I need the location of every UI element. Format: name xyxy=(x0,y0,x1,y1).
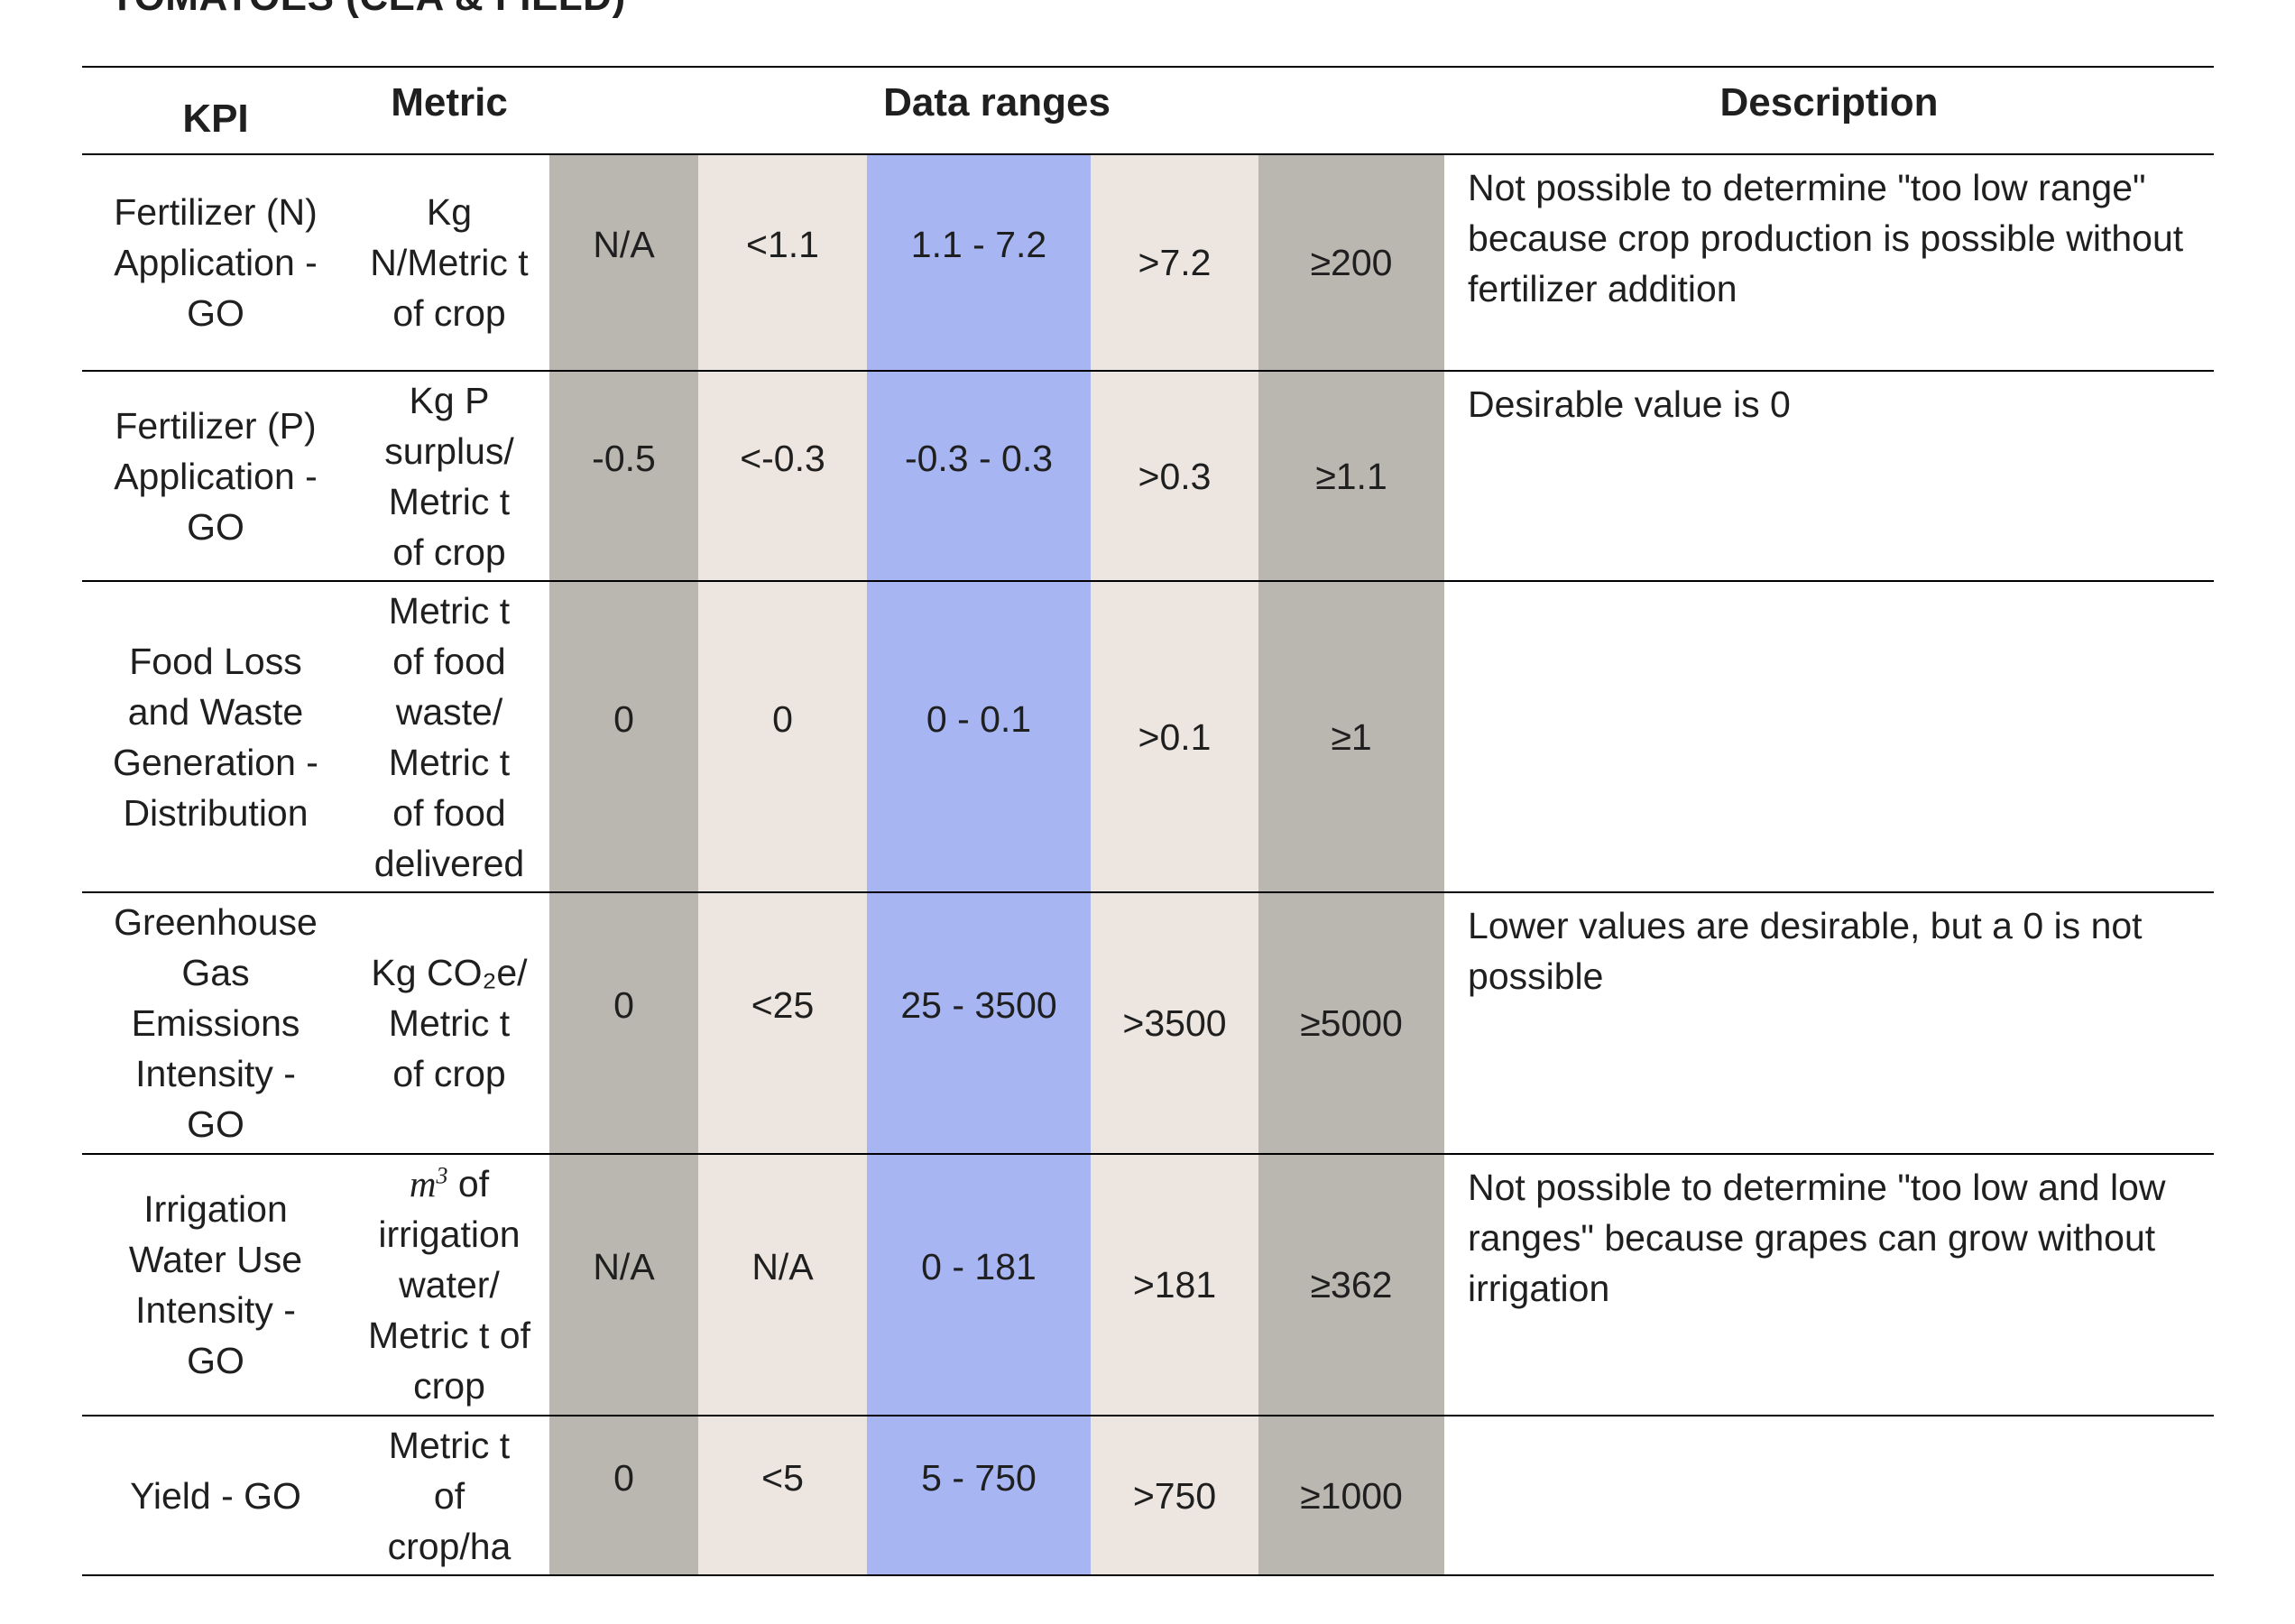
range-target: 5 - 750 xyxy=(867,1416,1091,1575)
kpi-table: KPI Metric Data ranges Description Ferti… xyxy=(82,66,2215,1576)
range-too-high: ≥200 xyxy=(1258,154,1445,371)
header-row: KPI Metric Data ranges Description xyxy=(82,67,2215,154)
range-target: 25 - 3500 xyxy=(867,892,1091,1154)
metric-cell: Kg P surplus/ Metric t of crop xyxy=(384,379,514,573)
range-too-low: -0.5 xyxy=(549,371,698,581)
metric-header: Metric xyxy=(391,80,508,125)
metric-cell: Metric t of food waste/ Metric t of food… xyxy=(373,589,525,884)
range-low: <5 xyxy=(698,1416,867,1575)
page-title: TOMATOES (CEA & FIELD) xyxy=(110,0,626,20)
data-ranges-header: Data ranges xyxy=(883,80,1111,125)
description-cell: Lower values are desirable, but a 0 is n… xyxy=(1468,905,2143,997)
range-too-high: ≥5000 xyxy=(1258,892,1445,1154)
metric-cell: m3 of irrigation water/ Metric t of crop xyxy=(349,1154,549,1416)
kpi-cell: Fertilizer (P) Application - GO xyxy=(114,404,318,548)
kpi-cell: Irrigation Water Use Intensity - GO xyxy=(128,1188,303,1381)
metric-unit-m: m xyxy=(409,1163,437,1204)
range-high: >181 xyxy=(1091,1154,1258,1416)
table-row: Irrigation Water Use Intensity - GO m3 o… xyxy=(82,1154,2215,1416)
range-low: <-0.3 xyxy=(698,371,867,581)
metric-cell: Kg CO₂e/ Metric t of crop xyxy=(371,952,528,1094)
description-cell: Desirable value is 0 xyxy=(1468,383,1791,425)
range-target: 0 - 0.1 xyxy=(867,581,1091,892)
metric-text: of irrigation water/ Metric t of crop xyxy=(368,1163,530,1407)
range-too-low: N/A xyxy=(549,154,698,371)
range-too-low: 0 xyxy=(549,581,698,892)
table-row: Food Loss and Waste Generation - Distrib… xyxy=(82,581,2215,892)
table-row: Yield - GO Metric t of crop/ha 0 <5 5 - … xyxy=(82,1416,2215,1575)
metric-cell: Metric t of crop/ha xyxy=(387,1424,512,1567)
range-too-low: 0 xyxy=(549,892,698,1154)
range-target: 0 - 181 xyxy=(867,1154,1091,1416)
range-too-high: ≥1.1 xyxy=(1258,371,1445,581)
range-low: <1.1 xyxy=(698,154,867,371)
range-low: <25 xyxy=(698,892,867,1154)
description-header: Description xyxy=(1719,80,1939,125)
kpi-cell: Fertilizer (N) Application - GO xyxy=(114,191,318,334)
range-high: >750 xyxy=(1091,1416,1258,1575)
range-target: 1.1 - 7.2 xyxy=(867,154,1091,371)
kpi-cell: Greenhouse Gas Emissions Intensity - GO xyxy=(114,901,318,1145)
kpi-cell: Yield - GO xyxy=(130,1474,301,1517)
range-too-high: ≥1 xyxy=(1258,581,1445,892)
range-high: >0.3 xyxy=(1091,371,1258,581)
range-too-high: ≥362 xyxy=(1258,1154,1445,1416)
table-row: Fertilizer (P) Application - GO Kg P sur… xyxy=(82,371,2215,581)
range-low: 0 xyxy=(698,581,867,892)
metric-cell: Kg N/Metric t of crop xyxy=(370,191,529,334)
kpi-header: KPI xyxy=(182,97,249,141)
description-cell: Not possible to determine "too low and l… xyxy=(1468,1167,2166,1309)
kpi-cell: Food Loss and Waste Generation - Distrib… xyxy=(113,640,318,834)
description-cell xyxy=(1444,1416,2214,1575)
table-row: Fertilizer (N) Application - GO Kg N/Met… xyxy=(82,154,2215,371)
range-high: >3500 xyxy=(1091,892,1258,1154)
range-target: -0.3 - 0.3 xyxy=(867,371,1091,581)
range-high: >7.2 xyxy=(1091,154,1258,371)
metric-unit-exponent: 3 xyxy=(436,1162,448,1189)
range-too-high: ≥1000 xyxy=(1258,1416,1445,1575)
range-high: >0.1 xyxy=(1091,581,1258,892)
description-cell: Not possible to determine "too low range… xyxy=(1468,167,2184,309)
range-too-low: 0 xyxy=(549,1416,698,1575)
range-low: N/A xyxy=(698,1154,867,1416)
table-row: Greenhouse Gas Emissions Intensity - GO … xyxy=(82,892,2215,1154)
range-too-low: N/A xyxy=(549,1154,698,1416)
description-cell xyxy=(1444,581,2214,892)
